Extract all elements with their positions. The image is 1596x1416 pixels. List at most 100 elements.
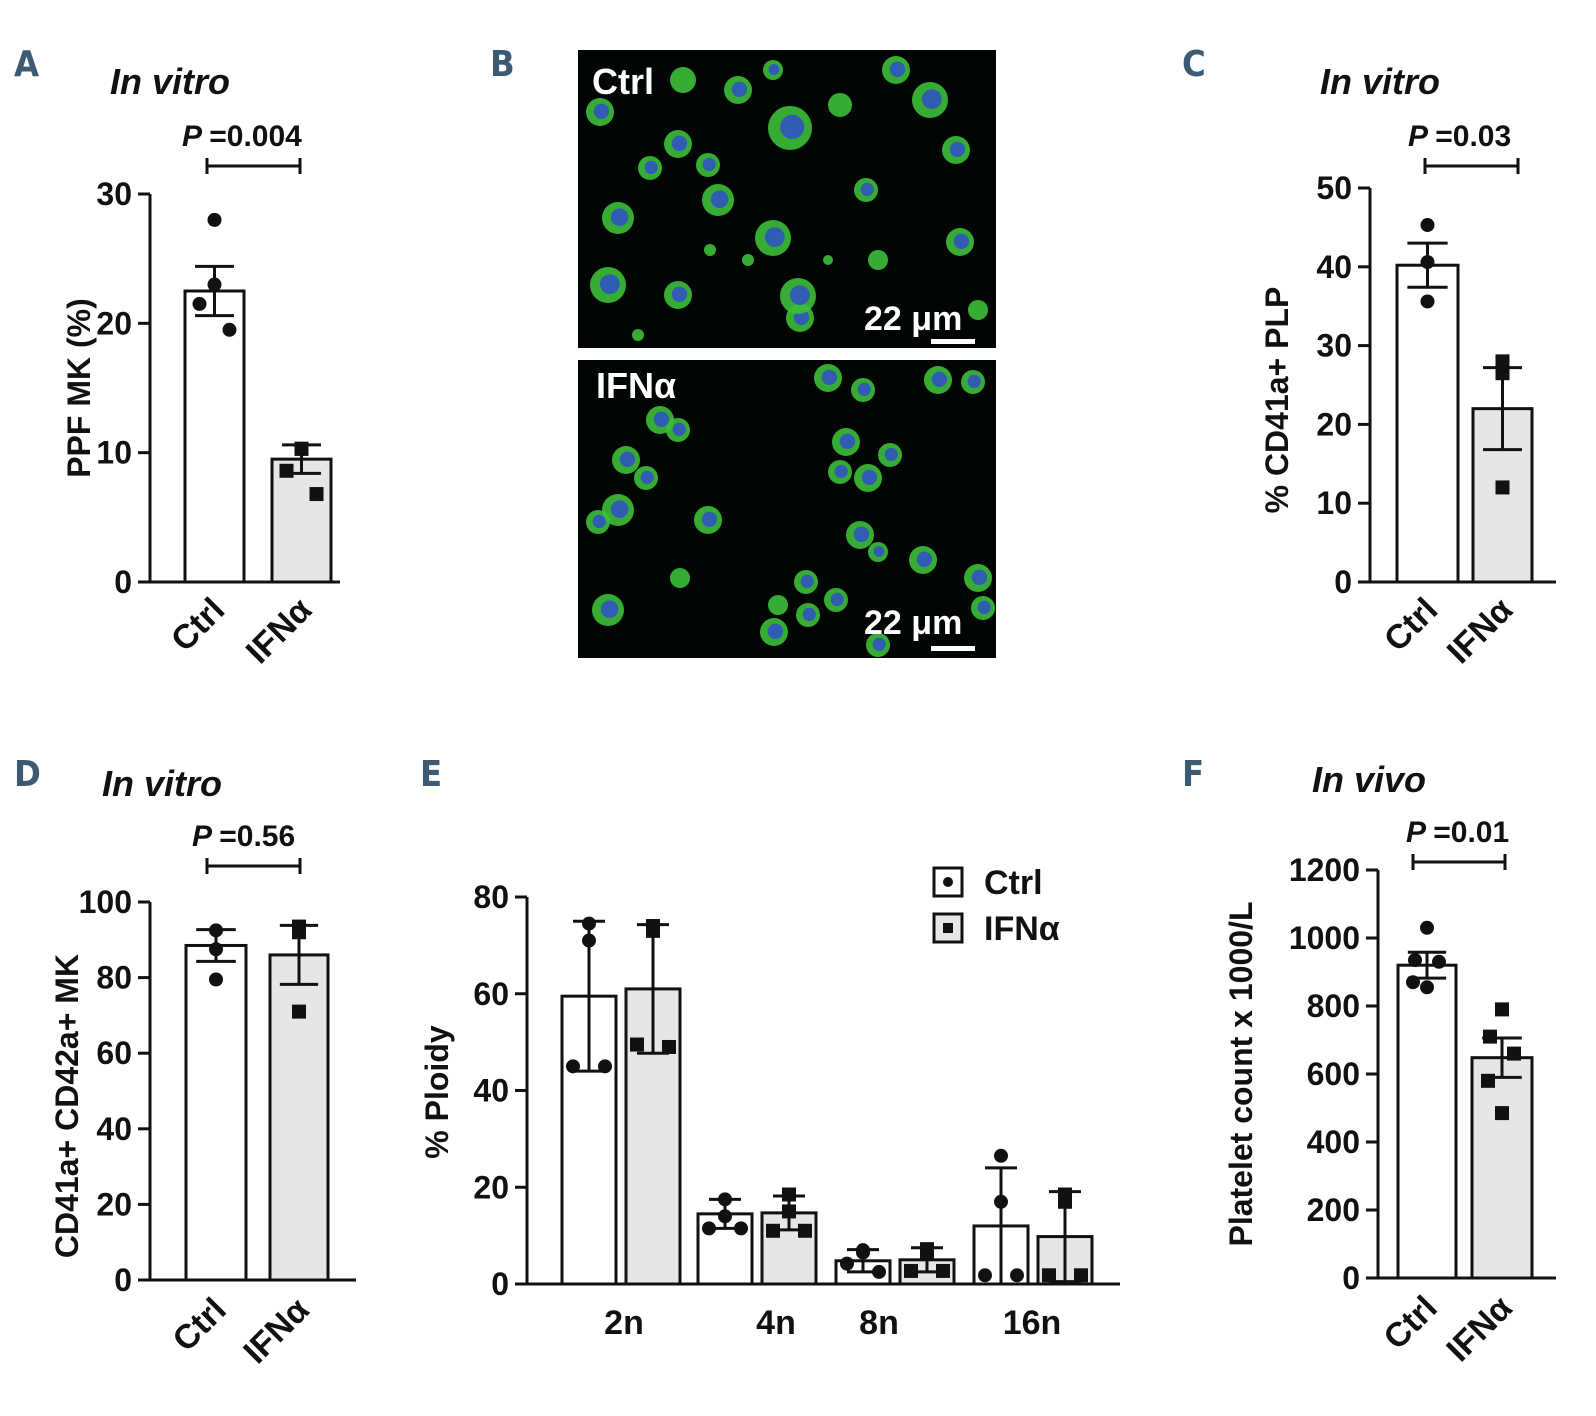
data-point [292,925,306,940]
data-point [582,916,596,931]
y-axis-label: % Ploidy [419,1025,455,1159]
data-point [782,1204,796,1219]
cell-nucleus [789,285,810,305]
y-tick-label: 80 [96,960,132,996]
cell [702,184,734,216]
cell [768,595,788,615]
cell [634,466,658,490]
cell [942,136,970,164]
cell-nucleus [916,551,933,567]
cell [586,510,610,534]
cell-nucleus [949,141,966,157]
cell-nucleus [644,160,658,174]
y-tick-label: 10 [96,435,132,471]
y-tick-label: 20 [1316,406,1352,442]
condition-label-f: In vivo [1312,759,1426,800]
cell [592,594,624,626]
cell [814,364,842,392]
y-tick-label: 20 [473,1169,509,1205]
category-label: IFNα [1440,591,1520,671]
cell-nucleus [619,451,636,467]
cell-body [670,67,696,93]
data-point [734,1221,748,1236]
scale-bar-bottom [931,646,975,651]
bar-IFNα [1470,1056,1534,1280]
bar-Ctrl [1396,963,1458,1280]
cell-nucleus [884,447,898,461]
micrograph-label-ifn: IFNα [596,365,676,406]
y-tick-label: 10 [1316,485,1352,521]
cell-nucleus [592,514,606,529]
cell [912,82,948,118]
y-tick-label: 0 [114,1262,132,1298]
data-point [630,1037,644,1052]
cell-nucleus [953,233,970,249]
cell [823,255,833,265]
cell-nucleus [780,114,805,139]
y-tick-label: 60 [473,976,509,1012]
scale-bar-top [931,339,975,344]
cell-nucleus [839,433,856,449]
scale-bar-label-bottom: 22 μm [864,604,962,642]
category-label: IFNα [236,1291,316,1371]
cell [868,250,888,270]
cell [768,106,812,150]
cell [586,98,614,126]
panel-letter-c: C [1182,44,1206,85]
category-label: IFNα [1439,1289,1519,1369]
cell-nucleus [873,546,885,557]
cell-nucleus [701,511,718,527]
data-point [1074,1268,1088,1283]
data-point [1042,1268,1056,1283]
condition-label-a: In vitro [110,61,230,102]
y-tick-label: 800 [1307,988,1360,1024]
data-point [582,933,596,948]
cell [704,244,716,256]
data-point [1420,980,1434,995]
cell-nucleus [599,274,620,294]
data-point [766,1223,780,1238]
cell-nucleus [671,135,688,151]
cell [832,428,860,456]
cell [602,494,634,526]
cell [612,446,640,474]
data-point [207,212,222,227]
cell-nucleus [671,286,688,302]
category-label: Ctrl [1376,1289,1444,1357]
data-point [207,277,222,292]
data-point [1495,1002,1509,1017]
cell-body [968,300,988,320]
data-point [872,1264,886,1279]
data-point [1507,1046,1521,1061]
panel-letter-b: B [490,44,515,85]
bar-Ctrl [183,289,246,584]
cell-body [823,255,833,265]
data-point [718,1209,732,1224]
data-point [279,463,294,478]
data-point [856,1245,870,1260]
y-tick-label: 1200 [1289,852,1360,888]
micrograph-ifn: IFNα 22 μm [578,360,996,658]
data-point [782,1187,796,1202]
cell-body [632,329,644,341]
chart-panel-a: 0 10 20 30 PPF MK (%) Ctrl IFNα P =0.004 [61,120,340,671]
micrograph-label-ctrl: Ctrl [592,61,654,102]
category-label: Ctrl [165,1291,233,1359]
p-value-label: P =0.03 [1408,120,1511,153]
cell [946,228,974,256]
y-tick-label: 60 [96,1035,132,1071]
cell-nucleus [767,623,784,639]
cell-nucleus [702,157,716,171]
cell-nucleus [593,103,610,120]
cell [694,506,722,534]
cell [755,220,791,256]
data-point [936,1263,950,1278]
cell-nucleus [731,81,748,98]
y-tick-label: 0 [1342,1260,1360,1296]
data-point [718,1192,732,1207]
y-tick-label: 100 [79,884,132,920]
cell-nucleus [861,469,878,485]
data-point [1420,255,1435,270]
cell-body [868,250,888,270]
data-point [1420,920,1434,935]
